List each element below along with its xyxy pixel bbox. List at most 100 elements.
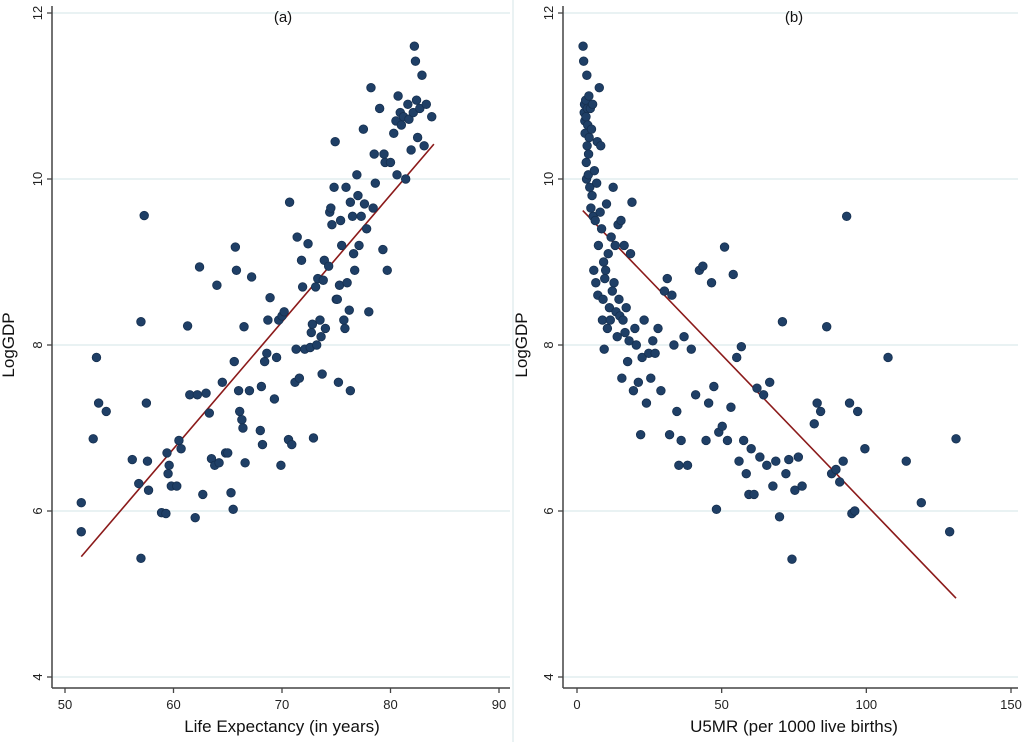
data-point [844, 398, 855, 408]
data-point [653, 323, 663, 334]
data-point [916, 498, 927, 508]
y-tick-label: 8 [541, 341, 556, 348]
data-point [628, 385, 639, 396]
data-point [379, 149, 389, 159]
data-point [310, 282, 321, 292]
data-point [852, 406, 863, 417]
data-point [190, 512, 200, 523]
data-point [656, 385, 666, 396]
data-point [768, 481, 778, 491]
data-point [596, 224, 607, 234]
data-point [76, 527, 86, 537]
data-point [951, 434, 961, 444]
data-point [101, 406, 111, 417]
panel-b-y-axis-title: LogGDP [512, 312, 531, 377]
data-point [229, 356, 239, 367]
data-point [323, 261, 334, 271]
data-point [164, 460, 174, 471]
data-point [601, 199, 612, 209]
data-point [403, 99, 413, 110]
y-tick-label: 8 [30, 341, 45, 348]
data-point [172, 481, 182, 491]
data-point [717, 421, 727, 432]
data-point [297, 282, 308, 292]
data-point [352, 170, 362, 180]
data-point [610, 240, 620, 251]
data-point [850, 506, 860, 516]
data-point [617, 373, 627, 383]
data-point [777, 317, 788, 327]
data-point [356, 211, 366, 222]
data-point [358, 124, 369, 134]
panel-b: 4 6 8 10 12 0 50 100 150 (b) U5MR (per 1000 live… [512, 0, 1024, 742]
data-point [630, 323, 640, 334]
data-point [296, 255, 307, 266]
regression-line [582, 209, 957, 599]
data-point [662, 273, 672, 284]
data-point [679, 332, 689, 342]
data-point [600, 265, 611, 276]
data-point [223, 448, 233, 458]
data-point [233, 385, 244, 396]
data-point [841, 211, 852, 222]
data-point [237, 415, 247, 425]
data-point [308, 433, 319, 443]
data-point [330, 136, 340, 147]
data-point [650, 348, 660, 359]
data-point [201, 388, 211, 398]
data-point [333, 377, 344, 388]
data-point [174, 435, 184, 446]
data-point [736, 341, 747, 352]
y-tick-label: 6 [30, 507, 45, 514]
data-point [287, 439, 297, 450]
data-point [410, 56, 421, 66]
y-tick-label: 4 [541, 673, 556, 680]
data-point [633, 377, 644, 388]
data-point [600, 273, 610, 284]
data-point [182, 321, 193, 331]
data-point [755, 452, 765, 462]
x-tick-label: 0 [573, 697, 580, 712]
data-point [369, 149, 379, 159]
data-point [590, 215, 600, 226]
data-point [374, 103, 385, 114]
data-point [163, 468, 173, 479]
data-point [421, 99, 432, 110]
x-tick-label: 150 [1000, 697, 1022, 712]
data-point [244, 385, 255, 396]
data-point [709, 381, 719, 392]
data-point [586, 203, 596, 213]
data-point [228, 504, 238, 515]
panel-b-title: (b) [785, 9, 803, 26]
data-point [256, 381, 267, 392]
data-point [382, 265, 392, 276]
data-point [312, 340, 322, 350]
data-point [136, 317, 146, 327]
data-point [591, 278, 601, 288]
data-point [318, 275, 328, 285]
data-point [240, 458, 250, 468]
data-point [142, 456, 153, 466]
data-point [327, 219, 337, 230]
data-point [838, 456, 848, 466]
data-point [385, 157, 396, 168]
data-point [703, 398, 714, 408]
data-point [217, 377, 228, 388]
data-point [787, 554, 797, 564]
data-point [598, 257, 609, 267]
data-point [646, 373, 656, 383]
data-point [345, 385, 356, 396]
data-point [627, 197, 637, 207]
data-point [784, 454, 794, 465]
data-point [815, 406, 826, 417]
data-point [835, 477, 845, 487]
data-point [246, 272, 257, 282]
data-point [593, 240, 604, 251]
panel-a-points [76, 41, 437, 564]
data-point [764, 377, 775, 388]
data-point [812, 398, 822, 408]
data-point [608, 182, 618, 193]
data-point [581, 157, 591, 168]
data-point [393, 91, 403, 101]
data-point [618, 315, 628, 325]
